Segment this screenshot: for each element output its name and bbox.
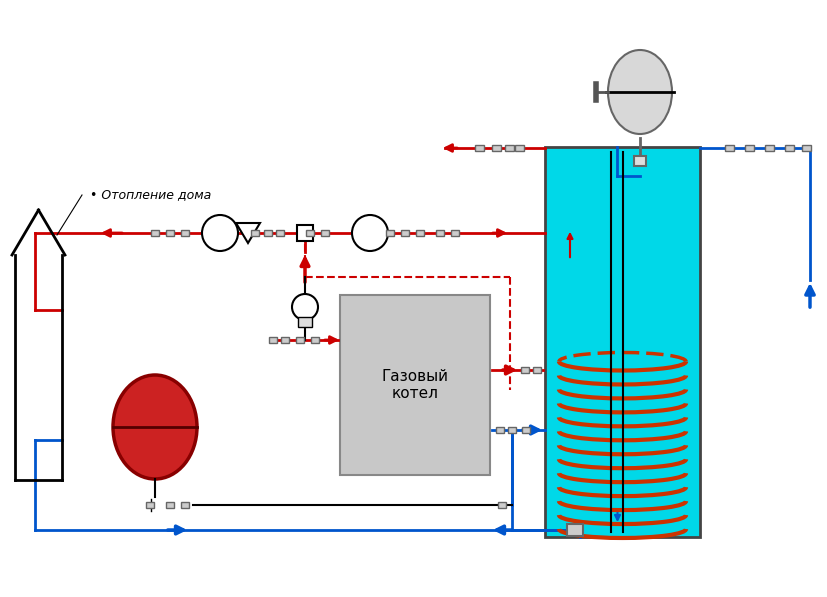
Bar [165,230,174,236]
Bar [495,427,504,433]
Bar [785,145,794,151]
Bar [295,337,304,343]
Bar [497,502,505,508]
Bar [340,295,490,475]
Bar [415,230,423,236]
Bar [508,427,515,433]
Ellipse shape [112,375,197,479]
Bar [321,230,328,236]
Bar [269,337,277,343]
Bar [451,230,458,236]
Bar [280,337,289,343]
Bar [765,145,773,151]
Bar [475,145,484,151]
Bar [544,147,699,537]
Bar [275,230,284,236]
Ellipse shape [607,50,672,134]
Circle shape [202,215,237,251]
Bar [146,502,154,508]
Bar [520,367,528,373]
Bar [633,156,645,166]
Polygon shape [236,223,260,243]
Bar [521,427,529,433]
Bar [181,502,189,508]
Bar [264,230,272,236]
Bar [505,145,514,151]
Circle shape [292,294,318,320]
Bar [533,367,540,373]
Bar [515,145,523,151]
Bar [181,230,189,236]
Bar [436,230,443,236]
Text: Газовый
котел: Газовый котел [381,369,448,401]
Bar [297,225,313,241]
Bar [298,317,312,327]
Bar [311,337,318,343]
Bar [151,230,159,236]
Bar [306,230,313,236]
Bar [566,524,582,536]
Bar [251,230,259,236]
Bar [400,230,409,236]
Text: • Отопление дома: • Отопление дома [90,189,211,202]
Bar [165,502,174,508]
Bar [385,230,394,236]
Bar [744,145,753,151]
Bar [724,145,734,151]
Circle shape [351,215,388,251]
Bar [801,145,810,151]
Bar [492,145,501,151]
